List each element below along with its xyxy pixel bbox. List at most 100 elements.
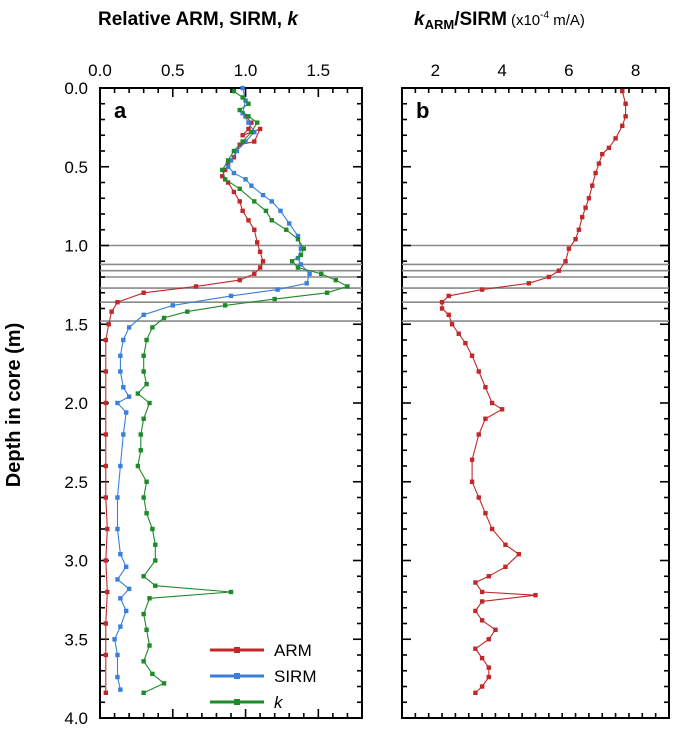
data-point-arm xyxy=(231,155,237,160)
data-point-sirm xyxy=(118,463,123,469)
data-point-arm xyxy=(240,208,245,214)
panel-b-title-rest: /SIRM xyxy=(454,9,507,30)
data-point-sirm xyxy=(115,526,120,532)
data-point-sirm xyxy=(295,255,301,261)
data-point-sirm xyxy=(126,394,132,399)
data-point-sirm xyxy=(269,199,274,204)
data-point-ratio xyxy=(503,542,508,547)
data-point-sirm xyxy=(115,674,120,680)
data-point-ratio xyxy=(576,227,582,232)
data-point-arm xyxy=(115,300,120,305)
data-point-sirm xyxy=(118,353,123,358)
data-point-arm xyxy=(257,126,263,132)
data-point-ratio xyxy=(486,574,491,579)
data-point-ratio xyxy=(499,407,505,412)
data-point-ratio xyxy=(473,608,478,614)
y-tick-label: 1.0 xyxy=(64,237,88,256)
data-point-sirm xyxy=(249,183,254,188)
data-point-arm xyxy=(249,120,254,125)
data-point-k xyxy=(249,129,254,135)
data-point-sirm xyxy=(124,608,129,614)
panel-b-title-unit-suffix: m/A) xyxy=(549,12,585,29)
data-point-k xyxy=(333,277,338,283)
data-point-arm xyxy=(257,249,263,254)
data-point-sirm xyxy=(115,652,120,658)
data-point-sirm xyxy=(124,410,129,415)
data-point-k xyxy=(153,542,158,547)
data-point-ratio xyxy=(590,183,595,188)
data-point-k xyxy=(150,325,155,330)
plot-frame-b xyxy=(401,87,670,719)
data-point-arm xyxy=(220,174,225,179)
y-tick-label: 3.0 xyxy=(64,552,88,571)
data-point-sirm xyxy=(118,624,123,629)
data-point-k xyxy=(298,252,304,258)
data-point-k xyxy=(141,495,146,500)
series-line-ratio xyxy=(441,91,627,694)
data-point-k xyxy=(135,391,141,396)
data-point-ratio xyxy=(456,331,461,336)
data-point-arm xyxy=(103,432,109,437)
panel-a-title: Relative ARM, SIRM, k xyxy=(98,9,299,30)
x-tick-label-a: 0.0 xyxy=(88,61,112,80)
data-point-sirm xyxy=(126,325,132,330)
data-point-k xyxy=(284,227,289,232)
data-point-sirm xyxy=(118,687,123,692)
legend-label-sirm: SIRM xyxy=(274,667,317,686)
data-point-ratio xyxy=(620,123,625,128)
data-point-k xyxy=(237,107,242,113)
data-point-arm xyxy=(106,322,111,327)
data-point-ratio xyxy=(606,145,612,151)
data-point-arm xyxy=(260,259,266,264)
data-point-k xyxy=(246,101,251,106)
data-point-k xyxy=(240,95,245,100)
legend-label-k: k xyxy=(274,693,284,712)
data-point-k xyxy=(295,265,301,270)
data-point-k xyxy=(141,574,146,579)
data-point-ratio xyxy=(556,268,562,273)
data-point-sirm xyxy=(240,85,245,91)
data-point-ratio xyxy=(473,580,478,585)
data-point-ratio xyxy=(580,214,585,220)
data-point-sirm xyxy=(225,164,231,169)
data-point-sirm xyxy=(124,564,129,569)
data-point-k xyxy=(153,583,158,588)
data-point-k xyxy=(246,114,251,119)
x-tick-label-b: 4 xyxy=(497,61,506,80)
data-point-sirm xyxy=(260,192,266,198)
data-point-ratio xyxy=(479,599,485,604)
data-point-k xyxy=(301,246,306,251)
data-point-sirm xyxy=(121,432,126,437)
panel-b-title-k: k xyxy=(414,9,426,30)
data-point-arm xyxy=(103,369,109,374)
data-point-k xyxy=(135,463,141,469)
data-point-k xyxy=(147,400,152,406)
data-point-arm xyxy=(246,218,251,223)
data-point-sirm xyxy=(234,148,240,154)
data-point-sirm xyxy=(170,303,175,308)
data-point-sirm xyxy=(118,552,123,557)
data-point-ratio xyxy=(469,457,475,462)
x-tick-label-b: 2 xyxy=(431,61,440,80)
data-point-sirm xyxy=(240,111,245,116)
data-point-ratio xyxy=(516,552,522,557)
data-point-ratio xyxy=(583,205,588,210)
panel-a-title-italic: k xyxy=(287,9,299,30)
data-point-arm xyxy=(141,290,146,295)
data-point-k xyxy=(138,432,143,437)
data-point-arm xyxy=(105,589,110,595)
data-point-k xyxy=(255,120,260,125)
data-point-sirm xyxy=(243,139,248,144)
data-point-arm xyxy=(225,180,231,185)
data-point-k xyxy=(228,589,234,595)
data-point-ratio xyxy=(503,564,508,569)
data-point-ratio xyxy=(573,237,578,242)
legend-marker-k xyxy=(234,699,240,705)
data-point-sirm xyxy=(298,246,304,251)
y-tick-label: 3.5 xyxy=(64,630,88,649)
y-tick-label: 2.0 xyxy=(64,394,88,413)
data-point-ratio xyxy=(469,479,475,484)
data-point-k xyxy=(237,186,242,191)
data-point-arm xyxy=(109,309,114,314)
